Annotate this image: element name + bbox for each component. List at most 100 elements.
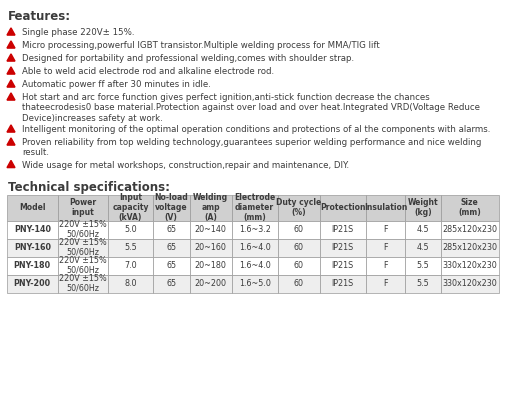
Bar <box>320 274 366 292</box>
Bar <box>189 274 232 292</box>
Text: Able to weld acid electrode rod and alkaline electrode rod.: Able to weld acid electrode rod and alka… <box>22 67 274 76</box>
Bar <box>366 274 405 292</box>
Text: Wide usage for metal workshops, construction,repair and maintenance, DIY.: Wide usage for metal workshops, construc… <box>22 160 349 170</box>
Text: 220V ±15%
50/60Hz: 220V ±15% 50/60Hz <box>59 256 107 275</box>
Text: 220V ±15%
50/60Hz: 220V ±15% 50/60Hz <box>59 238 107 257</box>
Text: 60: 60 <box>294 243 304 252</box>
Text: 285x120x230: 285x120x230 <box>442 225 497 234</box>
Text: F: F <box>383 243 388 252</box>
Text: IP21S: IP21S <box>332 243 354 252</box>
Bar <box>405 274 440 292</box>
Text: Size
(mm): Size (mm) <box>459 198 481 217</box>
Text: Hot start and arc force function gives perfect ignition,anti-stick function decr: Hot start and arc force function gives p… <box>22 93 480 123</box>
Bar <box>58 220 108 238</box>
Bar <box>7 194 58 220</box>
Polygon shape <box>7 125 15 132</box>
Text: 7.0: 7.0 <box>124 261 137 270</box>
Text: Micro processing,powerful IGBT transistor.Multiple welding process for MMA/TIG l: Micro processing,powerful IGBT transisto… <box>22 41 380 50</box>
Text: 5.5: 5.5 <box>417 261 429 270</box>
Text: 220V ±15%
50/60Hz: 220V ±15% 50/60Hz <box>59 220 107 239</box>
Bar <box>7 256 58 274</box>
Polygon shape <box>7 138 15 145</box>
Bar <box>108 274 153 292</box>
Bar <box>232 238 278 256</box>
Bar <box>153 220 189 238</box>
Text: Power
input: Power input <box>69 198 96 217</box>
Bar <box>108 256 153 274</box>
Text: 60: 60 <box>294 225 304 234</box>
Text: Weight
(kg): Weight (kg) <box>408 198 438 217</box>
Text: 5.0: 5.0 <box>124 225 137 234</box>
Text: 20~160: 20~160 <box>194 243 227 252</box>
Text: 4.5: 4.5 <box>417 225 429 234</box>
Bar <box>7 220 58 238</box>
Bar <box>366 194 405 220</box>
Text: PNY-180: PNY-180 <box>14 261 51 270</box>
Text: 1.6~4.0: 1.6~4.0 <box>239 243 271 252</box>
Bar <box>58 274 108 292</box>
Text: 5.5: 5.5 <box>417 279 429 288</box>
Bar <box>189 194 232 220</box>
Text: Intelligent monitoring of the optimal operation conditions and protections of al: Intelligent monitoring of the optimal op… <box>22 125 490 134</box>
Polygon shape <box>7 41 15 48</box>
Text: 20~200: 20~200 <box>194 279 227 288</box>
Bar <box>278 194 320 220</box>
Text: PNY-140: PNY-140 <box>14 225 51 234</box>
Bar <box>320 194 366 220</box>
Bar <box>58 238 108 256</box>
Bar <box>440 194 499 220</box>
Text: Proven reliability from top welding technology,guarantees superior welding perfo: Proven reliability from top welding tech… <box>22 138 481 157</box>
Bar <box>440 220 499 238</box>
Bar <box>108 194 153 220</box>
Polygon shape <box>7 54 15 61</box>
Bar <box>153 274 189 292</box>
Text: F: F <box>383 225 388 234</box>
Text: IP21S: IP21S <box>332 225 354 234</box>
Text: 1.6~3.2: 1.6~3.2 <box>239 225 271 234</box>
Text: 65: 65 <box>166 279 176 288</box>
Bar <box>278 238 320 256</box>
Bar <box>405 256 440 274</box>
Bar <box>366 256 405 274</box>
Text: 60: 60 <box>294 261 304 270</box>
Bar <box>108 238 153 256</box>
Polygon shape <box>7 67 15 74</box>
Text: 4.5: 4.5 <box>417 243 429 252</box>
Text: Input
capacity
(kVA): Input capacity (kVA) <box>112 192 149 222</box>
Polygon shape <box>7 160 15 168</box>
Polygon shape <box>7 93 15 100</box>
Bar <box>440 256 499 274</box>
Bar <box>58 194 108 220</box>
Text: 65: 65 <box>166 261 176 270</box>
Text: Single phase 220V± 15%.: Single phase 220V± 15%. <box>22 28 134 37</box>
Text: 20~180: 20~180 <box>194 261 227 270</box>
Bar <box>7 238 58 256</box>
Bar <box>153 194 189 220</box>
Bar <box>232 194 278 220</box>
Bar <box>366 238 405 256</box>
Bar <box>440 238 499 256</box>
Bar <box>278 256 320 274</box>
Bar <box>278 220 320 238</box>
Bar <box>232 256 278 274</box>
Bar <box>189 256 232 274</box>
Text: 1.6~4.0: 1.6~4.0 <box>239 261 271 270</box>
Bar <box>405 194 440 220</box>
Text: 65: 65 <box>166 243 176 252</box>
Text: 220V ±15%
50/60Hz: 220V ±15% 50/60Hz <box>59 274 107 293</box>
Text: No-load
voltage
(V): No-load voltage (V) <box>155 192 188 222</box>
Bar <box>7 274 58 292</box>
Text: 60: 60 <box>294 279 304 288</box>
Text: IP21S: IP21S <box>332 279 354 288</box>
Bar <box>108 220 153 238</box>
Text: PNY-200: PNY-200 <box>14 279 51 288</box>
Bar <box>366 220 405 238</box>
Bar <box>440 274 499 292</box>
Bar <box>153 238 189 256</box>
Text: Automatic power ff after 30 minutes in idle.: Automatic power ff after 30 minutes in i… <box>22 80 211 89</box>
Text: Welding
amp
(A): Welding amp (A) <box>193 192 228 222</box>
Text: F: F <box>383 279 388 288</box>
Text: 330x120x230: 330x120x230 <box>442 279 497 288</box>
Bar <box>405 220 440 238</box>
Text: F: F <box>383 261 388 270</box>
